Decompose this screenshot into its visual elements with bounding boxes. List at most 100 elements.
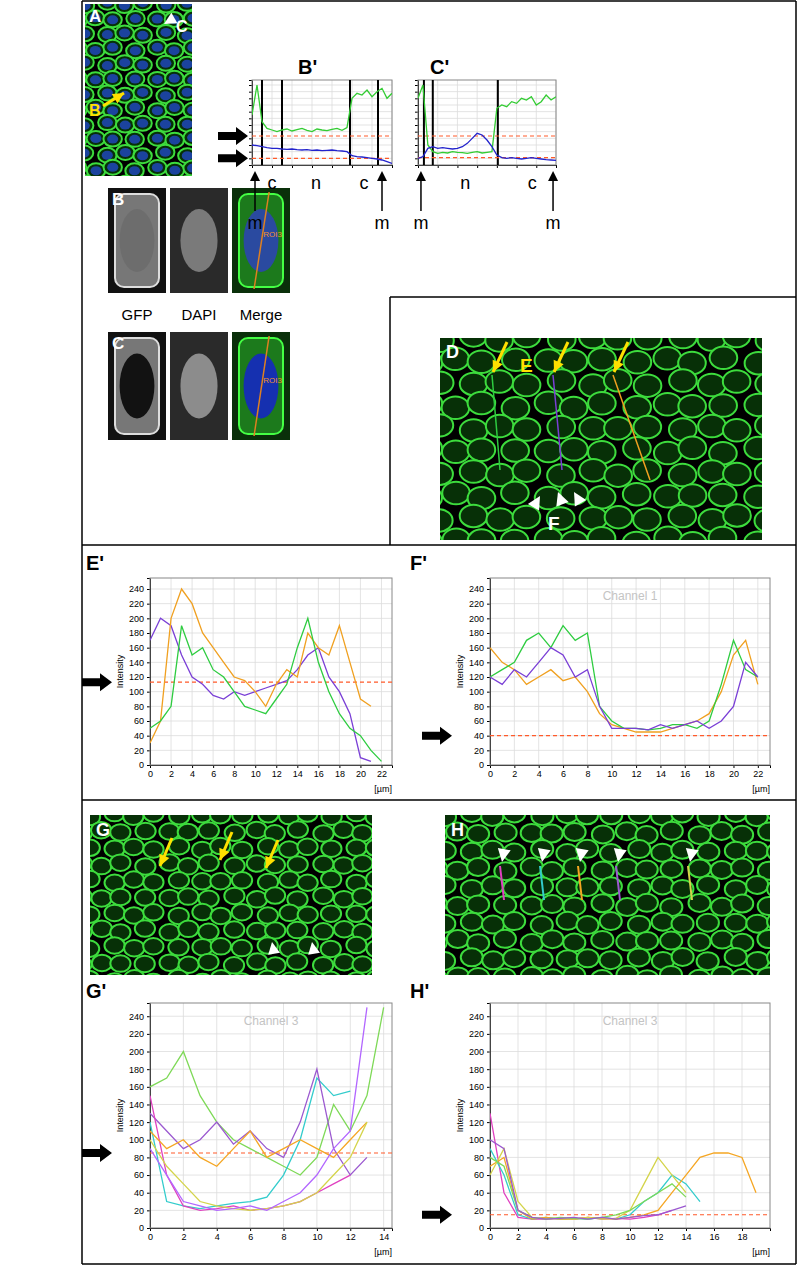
grid-line [546,1003,547,1228]
tick: 100 [129,687,150,697]
cell [87,131,105,146]
tick-label: 180 [129,1065,144,1075]
cell [745,352,762,375]
plot-frame [252,80,392,165]
tick-label: 220 [469,1029,484,1039]
grid-line [383,1003,384,1228]
cell [501,482,529,505]
tick-label: 240 [469,584,484,594]
tick-label: 12 [272,769,282,779]
tick: 12 [272,765,282,779]
cell [440,414,453,437]
tick-label: 160 [469,643,484,653]
cell [366,840,372,857]
cell [688,933,710,951]
profile-line [490,640,758,732]
nucleus [160,59,171,68]
cell [184,40,192,55]
tick-label: 8 [232,769,237,779]
cell [723,338,751,347]
profile-line [418,133,556,160]
cell [623,437,651,460]
grid-line [418,85,556,86]
cell [669,464,697,487]
cell [755,373,762,396]
tick-label: 0 [488,769,493,779]
cell [468,439,496,462]
cell [580,507,608,530]
cell [334,891,354,908]
cell [503,912,525,930]
tick: 40 [134,1188,150,1198]
tick: 4 [537,765,542,779]
cell [90,871,100,888]
grid-line [490,603,770,604]
grid [490,1003,770,1228]
cell [604,417,632,440]
tick: 8 [282,1228,287,1242]
tick: 6 [561,765,566,779]
cell [321,871,341,888]
tick-label: 200 [469,614,484,624]
nucleus [169,166,180,175]
profile-line [150,618,381,761]
plot-background [490,578,770,765]
tick: 2 [512,765,517,779]
cell [87,163,105,176]
tick: 8 [600,1228,605,1242]
grid-line [538,578,539,765]
channel-row: ROI3B [108,188,290,293]
panel-label: H' [410,980,429,1002]
grid-line [150,750,392,751]
tick-label: 180 [469,1065,484,1075]
arrow-shaft [493,342,507,372]
grid-line [150,1210,392,1211]
cell [92,920,112,937]
roi-line [553,375,562,470]
cell [265,887,285,904]
cell [134,4,152,10]
cell [442,441,470,464]
cell [91,890,111,907]
arrowhead [377,171,387,181]
grid-line [150,1104,392,1105]
tick-label: 14 [681,1232,691,1242]
grid-line [660,578,661,765]
grid-line [252,91,392,92]
cell [447,967,469,975]
grid-line [171,578,172,765]
tick-label: 20 [134,746,144,756]
cell [116,145,134,160]
cell [623,483,651,506]
nucleus [152,15,163,24]
cell [654,347,682,370]
cell [124,871,144,888]
cell [697,876,719,894]
region-boundary [497,80,499,165]
channel-background [170,188,228,293]
tick-label: 10 [312,1232,322,1242]
tick: 10 [251,765,261,779]
tick-label: 120 [129,672,144,682]
grid-line [418,125,556,126]
cell [634,374,662,397]
grid-line [381,578,382,765]
grid-line [437,80,438,165]
tick: 14 [293,765,303,779]
tick: 10 [625,1228,635,1242]
channel-background [232,188,290,293]
cell [711,931,733,949]
cell [265,922,285,939]
cell [313,825,333,842]
cell [347,815,367,821]
cell [501,530,529,540]
nucleus [187,76,192,85]
tick-label: 100 [469,1135,484,1145]
cell [288,856,308,873]
tick: 200 [129,1047,150,1057]
axis-line [491,1229,771,1232]
nucleus [85,121,90,130]
nucleus [161,4,172,10]
roi-line [613,375,650,480]
grid-line [150,662,392,663]
